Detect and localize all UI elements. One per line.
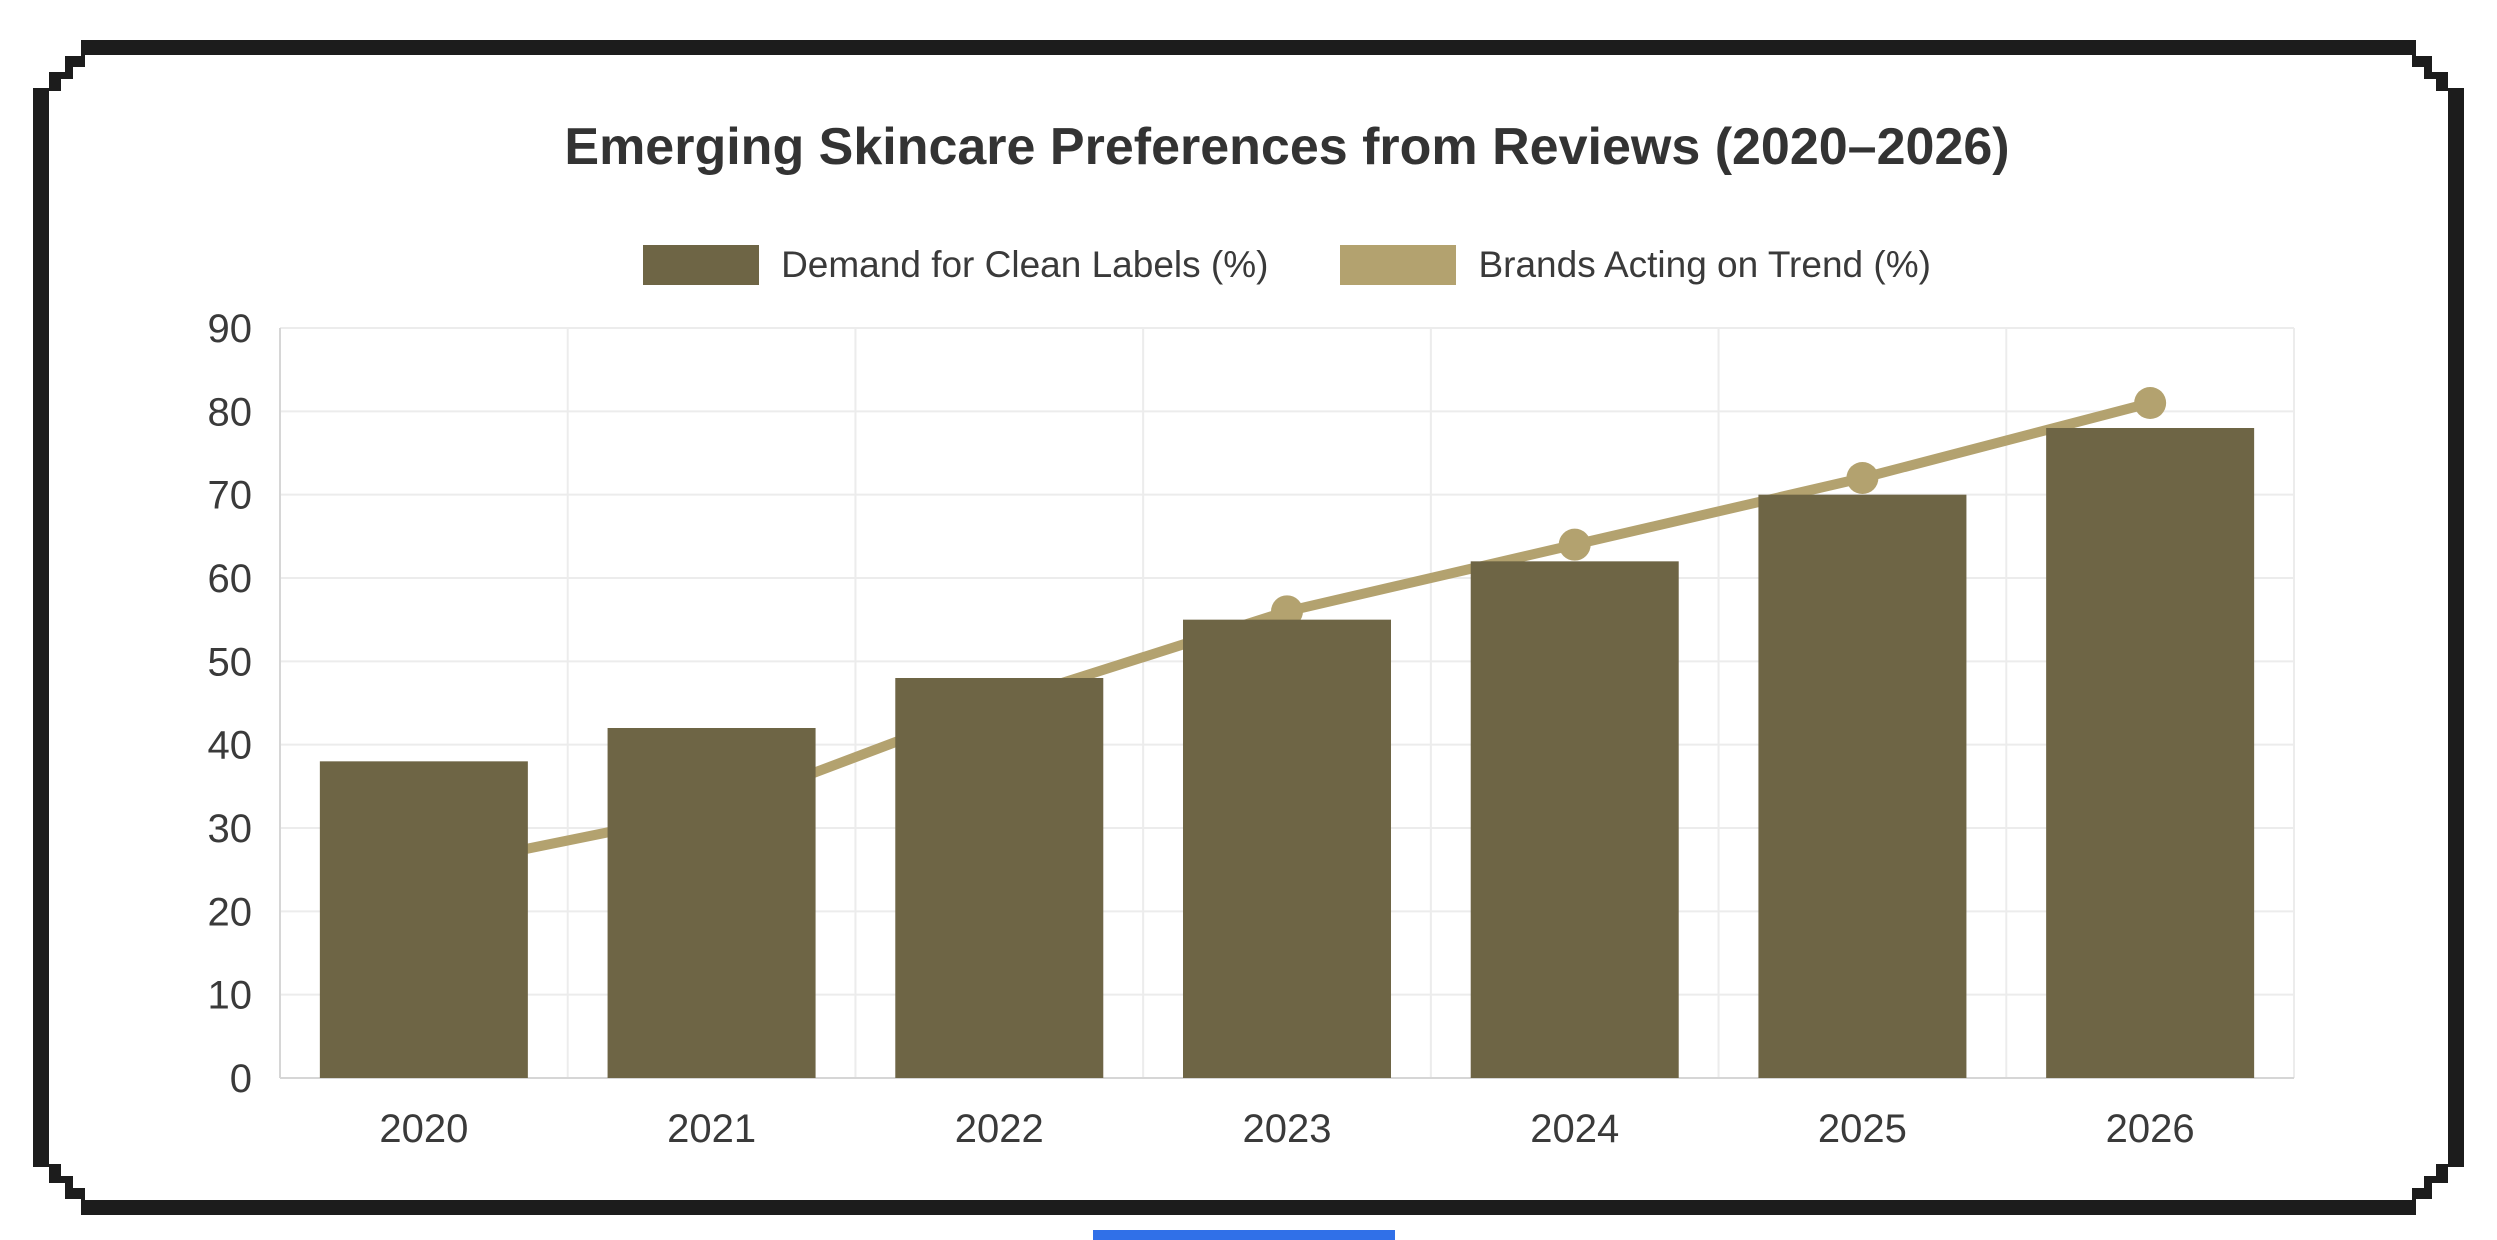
demand-bar [1758,494,1967,1079]
x-axis-tick-label: 2023 [1243,1107,1332,1151]
y-axis-tick-label: 60 [208,557,253,601]
demand-bar [607,728,816,1078]
y-axis-tick-label: 80 [208,390,253,434]
x-axis-tick-label: 2025 [1818,1107,1907,1151]
x-axis-tick-label: 2021 [667,1107,756,1151]
y-axis-tick-label: 10 [208,974,253,1018]
x-axis-tick-label: 2024 [1530,1107,1619,1151]
bottom-edge-artifact [1093,1230,1395,1240]
demand-bar [895,678,1104,1078]
demand-bar [1470,561,1679,1078]
y-axis-tick-label: 30 [208,807,253,851]
y-axis-tick-label: 70 [208,474,253,518]
x-axis-tick-label: 2026 [2106,1107,2195,1151]
trend-line-data-point [1558,528,1591,561]
y-axis-tick-label: 0 [230,1057,252,1101]
y-axis-tick-label: 90 [208,307,253,351]
trend-line-data-point [2134,387,2167,419]
demand-bar [2046,428,2255,1078]
demand-bar [1183,619,1391,1078]
demand-bar [319,761,528,1078]
x-axis-tick-label: 2020 [379,1107,468,1151]
y-axis-tick-label: 50 [208,640,253,684]
x-axis-tick-label: 2022 [955,1107,1044,1151]
trend-line-data-point [1846,462,1879,494]
y-axis-tick-label: 40 [208,724,253,768]
y-axis-tick-label: 20 [208,890,253,934]
